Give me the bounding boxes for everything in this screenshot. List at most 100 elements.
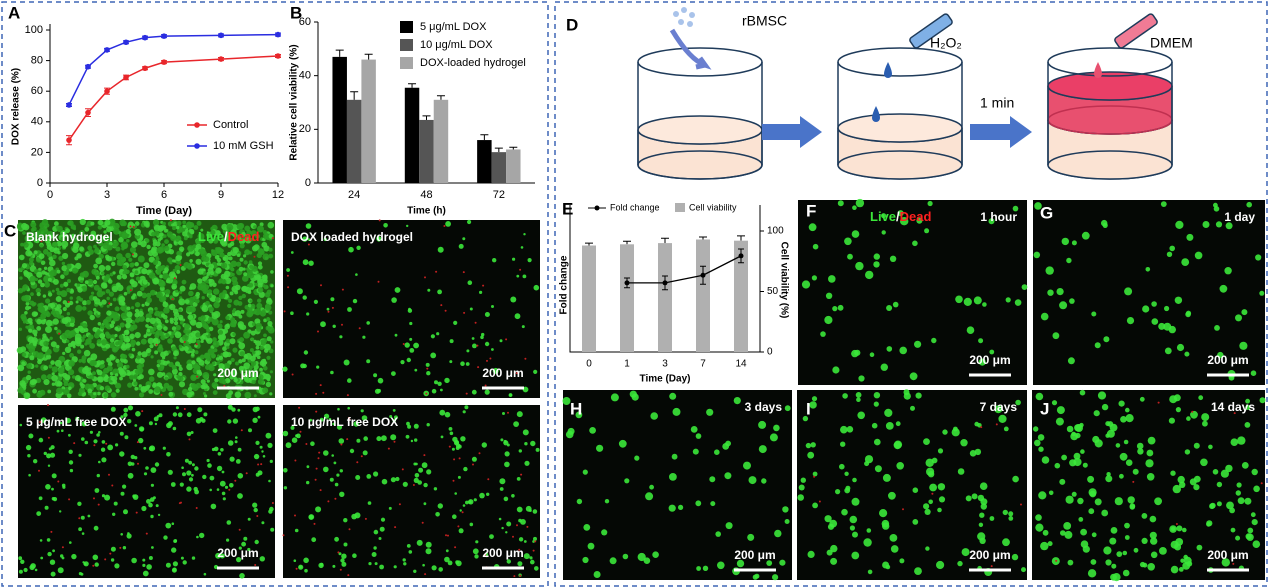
cell	[1125, 459, 1133, 467]
cell	[1230, 438, 1239, 447]
cell	[50, 269, 58, 277]
dead-cell	[1233, 412, 1236, 415]
cell	[209, 475, 215, 481]
dead-cell	[318, 451, 321, 454]
dead-cell	[348, 528, 351, 531]
cell	[210, 296, 216, 303]
cell	[303, 350, 309, 355]
cell	[835, 489, 841, 495]
cell	[171, 326, 177, 331]
cell	[116, 282, 120, 286]
cell	[937, 448, 944, 454]
cell	[1047, 289, 1054, 296]
cell	[238, 295, 243, 300]
cell	[146, 244, 151, 250]
cell	[472, 548, 479, 555]
cell	[374, 562, 378, 566]
cell	[140, 240, 147, 248]
cell	[869, 352, 875, 358]
cell	[98, 241, 104, 247]
cell	[94, 562, 99, 567]
cell	[119, 370, 127, 378]
cell	[189, 259, 193, 263]
cell	[988, 218, 995, 225]
dead-cell	[519, 574, 522, 577]
cell	[35, 377, 42, 384]
cell	[244, 249, 250, 256]
cell	[119, 431, 124, 436]
cell	[125, 228, 131, 234]
cell	[1071, 431, 1076, 437]
cell	[413, 569, 417, 573]
cell	[747, 533, 755, 541]
cell	[150, 355, 154, 359]
cell	[535, 447, 540, 452]
cell	[846, 426, 854, 433]
cell	[645, 492, 654, 501]
cell	[201, 418, 206, 423]
cell	[92, 554, 99, 561]
cylinder-base	[1047, 150, 1173, 180]
cell	[517, 561, 523, 567]
cell	[323, 466, 329, 473]
cell	[466, 349, 470, 353]
cell	[187, 245, 194, 252]
cell	[167, 421, 173, 427]
cell	[264, 343, 271, 351]
cell	[146, 292, 152, 298]
cell	[394, 287, 401, 293]
cell	[733, 397, 741, 405]
cell	[134, 308, 140, 313]
cell	[24, 311, 28, 315]
cell	[123, 359, 128, 364]
cell	[165, 562, 171, 568]
cell	[84, 342, 88, 346]
cell	[213, 288, 220, 295]
cell	[123, 291, 128, 296]
cell	[283, 486, 288, 490]
cell	[81, 437, 85, 441]
cell	[440, 435, 444, 439]
cell	[1186, 561, 1193, 567]
cell	[101, 440, 106, 444]
cell	[106, 226, 112, 233]
cell	[468, 500, 472, 504]
cell	[1012, 205, 1019, 212]
cell	[393, 415, 398, 420]
cell	[178, 290, 183, 294]
cell	[81, 306, 87, 311]
cell	[59, 510, 62, 513]
cell	[155, 255, 159, 259]
dead-cell	[315, 467, 318, 470]
cell	[110, 558, 115, 562]
cell	[113, 501, 118, 506]
cell	[449, 339, 454, 344]
cell	[174, 331, 182, 339]
cell	[395, 476, 400, 482]
cell	[131, 241, 138, 248]
cell	[257, 287, 264, 293]
cell	[106, 357, 112, 363]
cell	[1136, 442, 1144, 450]
cell	[1149, 531, 1157, 539]
cell	[390, 477, 396, 483]
cell	[138, 315, 145, 322]
cell	[35, 230, 41, 236]
cell	[60, 274, 65, 280]
stain-dead: Dead	[900, 209, 932, 224]
cell	[29, 321, 33, 325]
cell	[1158, 322, 1166, 330]
cell	[1110, 527, 1118, 534]
cell	[1056, 406, 1065, 415]
cell	[100, 447, 106, 452]
cell	[46, 251, 53, 258]
cell	[81, 421, 87, 427]
cell	[103, 393, 109, 398]
cell	[923, 438, 930, 445]
cell	[444, 377, 450, 384]
dead-cell	[73, 442, 76, 445]
cell	[1215, 221, 1223, 228]
cell	[114, 326, 119, 331]
cell	[38, 306, 46, 313]
cell	[170, 482, 176, 487]
